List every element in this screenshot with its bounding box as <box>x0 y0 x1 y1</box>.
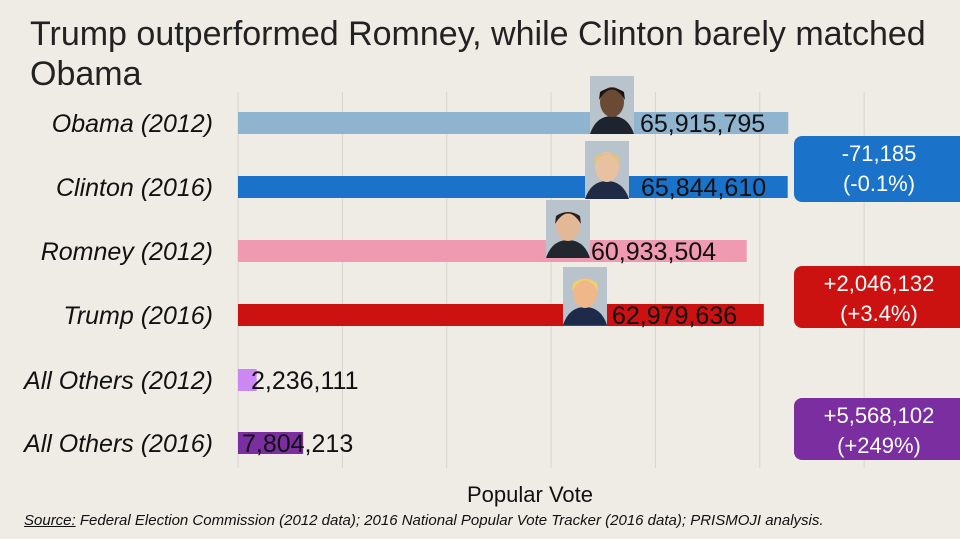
callout-change: +5,568,102 <box>824 403 935 428</box>
value-label: 7,804,213 <box>242 430 353 458</box>
source-text: Federal Election Commission (2012 data);… <box>75 512 824 529</box>
portrait-hair <box>599 88 625 100</box>
category-label: All Others (2016) <box>22 430 213 458</box>
portrait-shoulders <box>563 307 607 325</box>
others-change-callout: +5,568,102 (+249%) <box>794 398 960 460</box>
category-label: Clinton (2016) <box>56 174 213 202</box>
value-label: 62,979,636 <box>612 302 737 330</box>
value-label: 65,915,795 <box>640 110 765 138</box>
callout-percent: (+3.4%) <box>840 301 918 326</box>
portrait-shoulders <box>585 181 629 199</box>
source-note: Source: Federal Election Commission (201… <box>24 512 944 529</box>
obama-portrait-icon <box>590 76 634 134</box>
callout-percent: (-0.1%) <box>843 171 915 196</box>
bar <box>238 304 764 326</box>
category-label: Trump (2016) <box>63 302 213 330</box>
romney-portrait-icon <box>546 200 590 258</box>
portrait-hair <box>572 279 598 291</box>
callout-box <box>794 136 960 202</box>
gridlines <box>237 92 865 468</box>
x-axis-label: Popular Vote <box>467 482 593 507</box>
portrait-hair <box>594 153 620 165</box>
callout-change: +2,046,132 <box>824 271 935 296</box>
value-label: 65,844,610 <box>641 174 766 202</box>
republican-change-callout: +2,046,132 (+3.4%) <box>794 266 960 328</box>
chart-title: Trump outperformed Romney, while Clinton… <box>30 15 926 93</box>
source-key: Source: <box>24 512 76 529</box>
bar <box>238 240 747 262</box>
value-label: 2,236,111 <box>251 367 359 395</box>
category-label: All Others (2012) <box>22 367 213 395</box>
portrait-face <box>595 152 619 182</box>
portrait-hair <box>555 212 581 224</box>
category-label: Obama (2012) <box>52 110 213 138</box>
portrait-shoulders <box>546 240 590 258</box>
category-label: Romney (2012) <box>41 238 213 266</box>
callout-change: -71,185 <box>842 141 917 166</box>
portrait-face <box>573 278 597 308</box>
portrait-shoulders <box>590 116 634 134</box>
callout-box <box>794 398 960 460</box>
trump-portrait-icon <box>563 267 607 325</box>
democrat-change-callout: -71,185 (-0.1%) <box>794 136 960 202</box>
callout-box <box>794 266 960 328</box>
portrait-face <box>600 87 624 117</box>
portrait-face <box>556 211 580 241</box>
bar <box>238 176 788 198</box>
value-label: 60,933,504 <box>591 238 716 266</box>
bar <box>238 369 257 391</box>
callout-percent: (+249%) <box>837 433 921 458</box>
chart-area: Obama (2012) Clinton (2016) Romney (2012) T… <box>22 76 960 507</box>
clinton-portrait-icon <box>585 141 629 199</box>
bar <box>238 112 789 134</box>
bar <box>238 432 304 454</box>
